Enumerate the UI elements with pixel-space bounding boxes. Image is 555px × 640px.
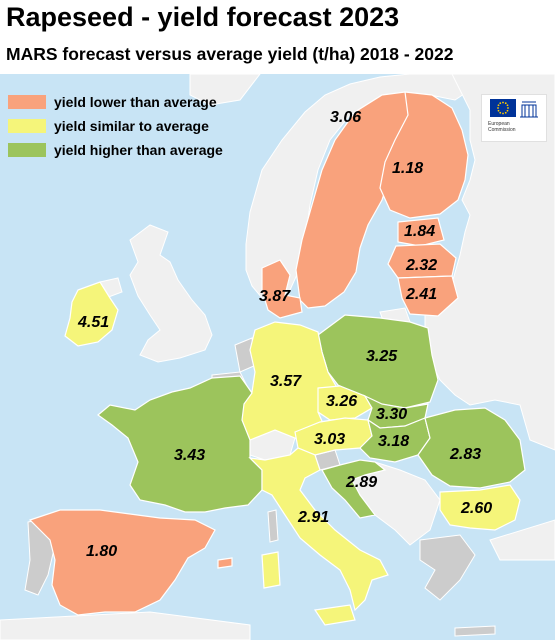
legend-swatch-lower	[8, 95, 46, 109]
legend-label-lower: yield lower than average	[54, 94, 217, 110]
region-north-atlantic-land	[189, 74, 261, 106]
region-corsica	[267, 509, 279, 543]
value-label-austria: 3.03	[314, 431, 345, 448]
value-label-slovakia: 3.30	[376, 406, 407, 423]
legend-item-lower: yield lower than average	[8, 90, 223, 114]
legend-item-higher: yield higher than average	[8, 138, 223, 162]
region-lithuania	[397, 275, 459, 317]
value-label-hungary: 3.18	[378, 433, 409, 450]
legend-label-similar: yield similar to average	[54, 118, 209, 134]
region-sicily	[313, 604, 356, 626]
region-bulgaria	[439, 484, 521, 531]
region-north-africa	[0, 611, 251, 640]
region-romania	[417, 407, 526, 489]
europe-map: 3.06 1.18 1.84 2.32 2.41 3.87 4.51 3.25 …	[0, 74, 555, 640]
value-label-france: 3.43	[174, 447, 205, 464]
value-label-germany: 3.57	[270, 373, 302, 390]
region-finland	[379, 91, 469, 219]
legend-swatch-higher	[8, 143, 46, 157]
value-label-czechia: 3.26	[326, 393, 357, 410]
value-label-denmark: 3.87	[259, 288, 291, 305]
berlaymont-icon	[518, 99, 540, 119]
region-croatia	[321, 459, 387, 519]
legend-swatch-similar	[8, 119, 46, 133]
map-subtitle: MARS forecast versus average yield (t/ha…	[6, 44, 454, 64]
european-commission-logo: European Commission	[481, 94, 547, 142]
eu-flag-icon	[490, 99, 516, 117]
non-eu-land	[0, 74, 555, 640]
value-label-estonia: 1.84	[404, 223, 435, 240]
region-denmark	[261, 259, 303, 319]
region-crete	[454, 625, 496, 637]
logo-text: European Commission	[488, 121, 516, 133]
legend: yield lower than average yield similar t…	[8, 90, 223, 162]
value-label-croatia: 2.89	[345, 474, 377, 491]
region-turkey	[489, 519, 555, 561]
region-balearic-islands	[217, 557, 233, 569]
value-label-finland: 1.18	[392, 160, 423, 177]
value-label-bulgaria: 2.60	[460, 500, 492, 517]
region-ireland	[64, 281, 119, 347]
logo-text-line2: Commission	[488, 127, 516, 133]
region-france	[97, 375, 263, 513]
value-label-romania: 2.83	[449, 446, 481, 463]
region-czechia	[317, 385, 373, 421]
map-title: Rapeseed - yield forecast 2023	[6, 2, 400, 32]
region-greece	[419, 534, 476, 601]
legend-item-similar: yield similar to average	[8, 114, 223, 138]
region-italy	[248, 447, 389, 612]
region-united-kingdom	[129, 224, 213, 363]
logo-text-line1: European	[488, 121, 510, 127]
legend-label-higher: yield higher than average	[54, 142, 223, 158]
value-labels: 3.06 1.18 1.84 2.32 2.41 3.87 4.51 3.25 …	[77, 109, 492, 560]
region-sardinia	[261, 551, 281, 589]
value-label-poland: 3.25	[366, 348, 398, 365]
region-poland	[317, 314, 439, 409]
map-canvas: 3.06 1.18 1.84 2.32 2.41 3.87 4.51 3.25 …	[0, 74, 555, 640]
value-label-lithuania: 2.41	[405, 286, 437, 303]
value-label-sweden: 3.06	[330, 109, 361, 126]
value-label-spain: 1.80	[86, 543, 117, 560]
value-label-ireland: 4.51	[77, 314, 109, 331]
region-estonia	[397, 217, 445, 247]
value-label-latvia: 2.32	[405, 257, 437, 274]
region-spain	[28, 509, 216, 616]
value-label-italy: 2.91	[297, 509, 329, 526]
